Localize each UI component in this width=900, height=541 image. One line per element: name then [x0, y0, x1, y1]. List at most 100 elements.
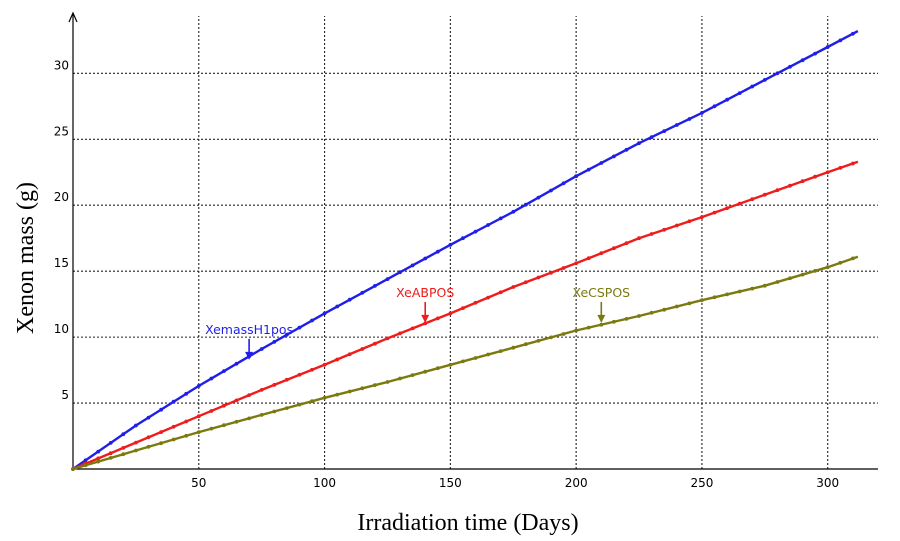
data-point-xeabpos	[612, 246, 616, 251]
data-point-xeabpos	[536, 275, 541, 280]
data-point-xemassh1pos	[700, 111, 704, 115]
data-point-xemassh1pos	[813, 51, 817, 56]
data-point-xeabpos	[775, 188, 780, 193]
data-point-xemassh1pos	[448, 242, 453, 247]
data-point-xecspos	[259, 413, 264, 417]
data-point-xecspos	[662, 307, 667, 312]
data-point-xeabpos	[700, 215, 704, 220]
data-point-xecspos	[762, 283, 767, 288]
data-point-xeabpos	[435, 316, 440, 321]
series-label-xemassh1pos: XemassH1pos	[205, 322, 293, 337]
data-point-xecspos	[146, 444, 151, 449]
data-point-xecspos	[536, 338, 541, 343]
data-point-xeabpos	[108, 451, 113, 456]
series-line-xecspos	[72, 255, 859, 471]
data-point-xemassh1pos	[335, 304, 340, 309]
data-point-xecspos	[737, 289, 742, 294]
data-point-xemassh1pos	[725, 97, 729, 102]
data-point-xeabpos	[297, 372, 302, 377]
data-point-xecspos	[159, 441, 164, 446]
data-point-xeabpos	[347, 352, 352, 357]
data-point-xemassh1pos	[649, 135, 654, 140]
data-point-xecspos	[612, 319, 616, 324]
data-point-xecspos	[725, 292, 729, 297]
data-point-xecspos	[71, 467, 75, 471]
data-point-xemassh1pos	[347, 297, 352, 302]
data-point-xecspos	[423, 369, 428, 374]
data-point-xeabpos	[813, 174, 817, 179]
data-point-xeabpos	[712, 210, 717, 215]
data-point-xecspos	[700, 298, 704, 303]
data-point-xemassh1pos	[423, 256, 428, 261]
data-point-xeabpos	[259, 388, 264, 392]
data-point-xeabpos	[762, 192, 767, 197]
data-point-xecspos	[96, 459, 101, 464]
data-point-xecspos	[108, 456, 113, 460]
data-point-xeabpos	[649, 232, 654, 236]
y-tick-label: 25	[54, 124, 69, 138]
data-point-xeabpos	[310, 367, 314, 372]
data-point-xemassh1pos	[549, 188, 553, 193]
arrow-down-icon	[597, 314, 606, 323]
data-point-xeabpos	[586, 256, 591, 261]
data-point-xecspos	[511, 345, 516, 350]
data-point-xeabpos	[851, 161, 855, 166]
data-point-xemassh1pos	[284, 332, 289, 337]
tick-labels: 50 100 150 200 250 300 5 10 15 20 25 30	[54, 58, 839, 490]
data-point-xemassh1pos	[775, 71, 780, 76]
data-point-xeabpos	[209, 409, 214, 413]
data-point-xeabpos	[498, 290, 503, 295]
data-point-xecspos	[649, 310, 654, 315]
data-point-xecspos	[851, 256, 855, 261]
data-point-xeabpos	[737, 201, 742, 206]
data-point-xecspos	[121, 452, 126, 457]
data-point-xemassh1pos	[310, 318, 314, 323]
data-point-xemassh1pos	[624, 147, 629, 152]
data-point-xecspos	[788, 276, 792, 281]
data-point-xeabpos	[247, 393, 252, 397]
data-point-xecspos	[448, 362, 453, 367]
data-point-xemassh1pos	[486, 223, 490, 227]
data-point-xeabpos	[234, 398, 239, 403]
data-point-xeabpos	[461, 306, 465, 310]
data-point-xemassh1pos	[612, 154, 616, 159]
data-point-xeabpos	[725, 206, 729, 211]
data-point-xeabpos	[750, 197, 755, 202]
x-tick-label: 50	[191, 476, 206, 490]
y-tick-label: 10	[54, 322, 69, 336]
data-point-xemassh1pos	[360, 290, 365, 295]
data-point-xecspos	[637, 314, 641, 318]
data-point-xemassh1pos	[96, 449, 101, 454]
data-point-xecspos	[310, 399, 314, 404]
data-point-xeabpos	[159, 430, 164, 434]
data-point-xeabpos	[146, 435, 151, 440]
data-point-xemassh1pos	[674, 123, 679, 127]
data-point-xecspos	[435, 366, 440, 371]
data-point-xeabpos	[674, 223, 679, 228]
data-point-xecspos	[222, 423, 226, 428]
data-point-xemassh1pos	[83, 458, 88, 463]
data-point-xecspos	[385, 380, 390, 384]
data-point-xecspos	[196, 430, 201, 434]
y-tick-label: 30	[54, 58, 69, 72]
data-point-xeabpos	[423, 321, 428, 326]
data-point-xeabpos	[222, 403, 226, 408]
data-point-xecspos	[373, 383, 377, 387]
data-point-xecspos	[247, 416, 252, 421]
data-point-xeabpos	[549, 270, 553, 275]
data-point-xecspos	[838, 260, 843, 265]
data-point-xeabpos	[360, 347, 365, 351]
data-point-xecspos	[498, 349, 503, 353]
data-point-xemassh1pos	[121, 432, 126, 437]
data-point-xemassh1pos	[272, 340, 277, 344]
data-point-xecspos	[234, 419, 239, 424]
y-tick-label: 20	[54, 190, 69, 204]
data-point-xeabpos	[373, 341, 377, 346]
data-point-xeabpos	[523, 280, 528, 285]
x-tick-label: 100	[313, 476, 336, 490]
data-point-xeabpos	[96, 456, 101, 461]
data-point-xecspos	[561, 332, 566, 336]
data-point-xecspos	[284, 406, 289, 410]
x-tick-label: 200	[565, 476, 588, 490]
y-tick-label: 5	[61, 388, 69, 402]
